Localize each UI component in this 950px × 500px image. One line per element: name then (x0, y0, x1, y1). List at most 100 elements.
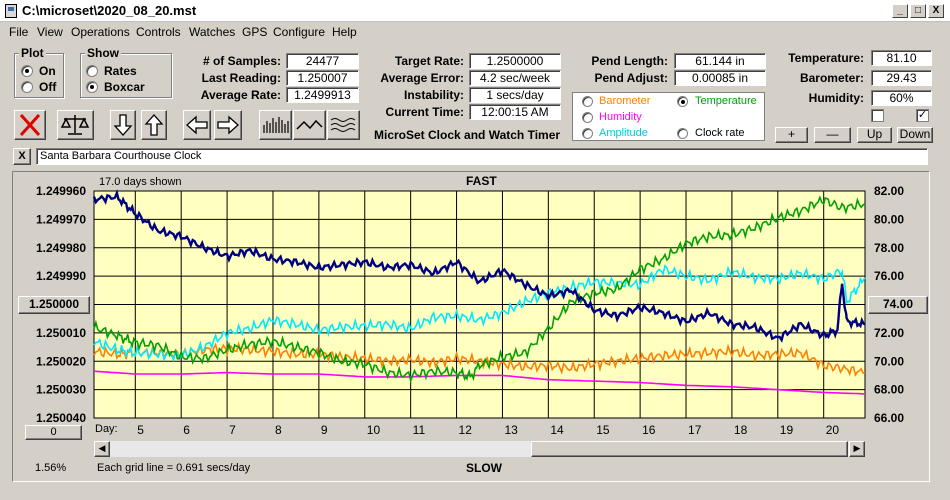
clock-name-field[interactable]: Santa Barbara Courthouse Clock (36, 148, 928, 165)
temperature-radio[interactable] (677, 96, 688, 107)
x-tick-label: 16 (642, 423, 656, 437)
x-tick-label: 18 (734, 423, 748, 437)
plot-on-radio[interactable] (21, 65, 33, 77)
plot-group-title: Plot (19, 46, 46, 60)
app-icon[interactable] (5, 4, 17, 18)
balance-button[interactable] (57, 110, 94, 140)
current-time-field: 12:00:15 AM (469, 104, 561, 120)
left-checkbox[interactable] (871, 109, 884, 122)
menu-operations[interactable]: Operations (71, 25, 130, 39)
maximize-button[interactable]: □ (910, 4, 926, 18)
balance-scale-icon (60, 115, 90, 135)
instability-label: Instability: (403, 88, 464, 102)
center-rate-button[interactable]: 1.250000 (18, 296, 90, 314)
line-graph-button[interactable] (293, 110, 326, 140)
temperature-field: 81.10 (871, 50, 932, 66)
y-left-tick-label: 1.249980 (36, 241, 86, 255)
x-tick-label: 20 (826, 423, 840, 437)
waves-icon (330, 118, 356, 132)
x-tick-label: 6 (183, 423, 190, 437)
arrow-down-icon (113, 114, 133, 136)
humidity-label: Humidity: (808, 91, 864, 105)
minus-button[interactable]: — (814, 127, 851, 143)
up-button[interactable]: Up (857, 127, 892, 143)
show-rates-label: Rates (104, 64, 137, 78)
average-rate-field: 1.2499913 (286, 87, 359, 103)
down-button[interactable]: Down (897, 127, 933, 143)
y-left-tick-label: 1.250010 (36, 326, 86, 340)
y-right-tick-label: 80.00 (874, 212, 904, 226)
amplitude-radio[interactable] (582, 128, 593, 139)
days-shown-label: 17.0 days shown (99, 176, 182, 188)
menu-watches[interactable]: Watches (189, 25, 236, 39)
plus-button[interactable]: + (775, 127, 808, 143)
arrow-right-icon (217, 115, 239, 135)
show-group (80, 53, 172, 98)
clock-rate-radio[interactable] (677, 128, 688, 139)
arrow-left-icon (186, 115, 208, 135)
plot-on-label: On (39, 64, 56, 78)
scroll-right-arrow[interactable]: ▶ (849, 441, 865, 457)
scroll-thumb[interactable] (531, 441, 848, 457)
y-right-tick-label: 76.00 (874, 269, 904, 283)
stop-button[interactable] (14, 110, 46, 140)
x-tick-label: 15 (596, 423, 610, 437)
clear-name-button[interactable]: X (13, 148, 31, 165)
plot-off-radio[interactable] (21, 81, 33, 93)
show-boxcar-radio[interactable] (86, 81, 98, 93)
humidity-radio[interactable] (582, 112, 593, 123)
series-line-amplitude (93, 264, 866, 363)
move-down-button[interactable] (110, 110, 136, 140)
close-button[interactable]: X (928, 4, 944, 18)
menu-controls[interactable]: Controls (136, 25, 181, 39)
scroll-left-button[interactable] (183, 110, 211, 140)
pend-adjust-field: 0.00085 in (674, 70, 766, 86)
x-tick-label: 10 (367, 423, 381, 437)
arrow-up-icon (144, 114, 164, 136)
average-error-field: 4.2 sec/week (469, 70, 561, 86)
menu-help[interactable]: Help (332, 25, 357, 39)
y-left-tick-label: 1.249990 (36, 269, 86, 283)
samples-label: # of Samples: (202, 54, 281, 68)
grid-note-label: Each grid line = 0.691 secs/day (97, 462, 251, 474)
y-left-tick-label: 1.249960 (36, 184, 86, 198)
target-rate-field[interactable]: 1.2500000 (469, 53, 561, 69)
series-line-temperature (93, 195, 866, 384)
instability-field: 1 secs/day (469, 87, 561, 103)
show-boxcar-label: Boxcar (104, 80, 145, 94)
x-tick-label: 17 (688, 423, 702, 437)
scroll-right-button[interactable] (214, 110, 242, 140)
x-tick-label: 5 (137, 423, 144, 437)
barometer-field: 29.43 (871, 70, 932, 86)
histogram-button[interactable] (259, 110, 292, 140)
move-up-button[interactable] (141, 110, 167, 140)
menu-view[interactable]: View (37, 25, 63, 39)
barometer-radio-label: Barometer (599, 95, 651, 107)
scroll-left-arrow[interactable]: ◀ (94, 441, 110, 457)
pend-length-field[interactable]: 61.144 in (674, 53, 766, 69)
amplitude-radio-label: Amplitude (599, 127, 648, 139)
humidity-field: 60% (871, 90, 932, 106)
x-tick-label: 19 (780, 423, 794, 437)
percent-label: 1.56% (35, 462, 67, 474)
waves-button[interactable] (327, 110, 360, 140)
average-rate-label: Average Rate: (200, 88, 281, 102)
y-right-tick-label: 66.00 (874, 411, 904, 425)
y-right-tick-label: 70.00 (874, 354, 904, 368)
last-reading-field: 1.250007 (286, 70, 359, 86)
show-rates-radio[interactable] (86, 65, 98, 77)
barometer-radio[interactable] (582, 96, 593, 107)
menu-file[interactable]: File (9, 25, 29, 39)
zero-button[interactable]: 0 (25, 425, 82, 440)
menu-gps[interactable]: GPS (242, 25, 268, 39)
minimize-button[interactable]: _ (892, 4, 908, 18)
y-right-tick-label: 72.00 (874, 326, 904, 340)
center-temp-button[interactable]: 74.00 (868, 296, 928, 314)
right-checkbox[interactable]: ✓ (916, 109, 929, 122)
x-tick-label: 14 (550, 423, 564, 437)
menu-configure[interactable]: Configure (273, 25, 326, 39)
slow-label: SLOW (466, 461, 502, 475)
pend-length-label: Pend Length: (591, 54, 668, 68)
y-left-tick-label: 1.250030 (36, 383, 86, 397)
